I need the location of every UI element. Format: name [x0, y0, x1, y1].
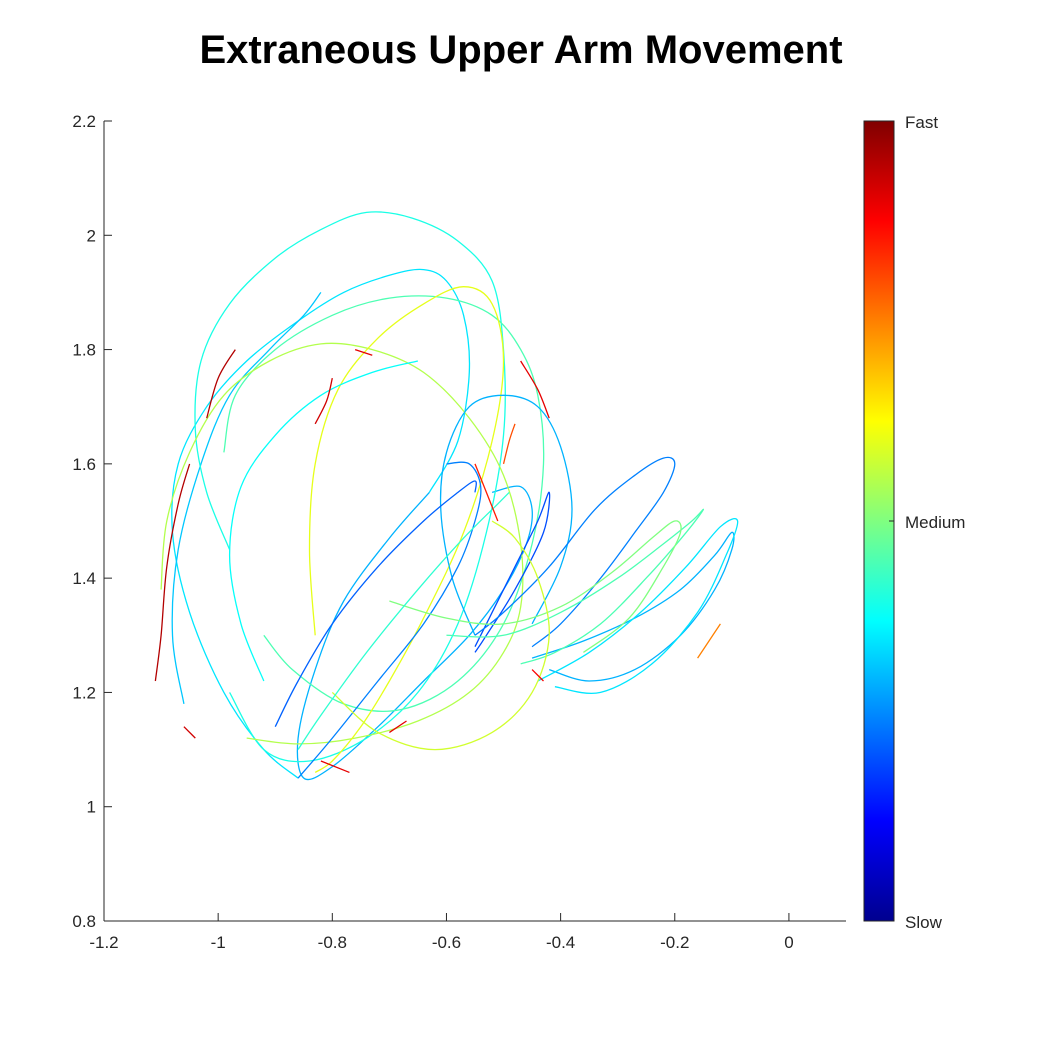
- trajectory-segment: [223, 295, 545, 712]
- trajectory-segment: [389, 720, 407, 733]
- trajectory-segment: [474, 491, 551, 653]
- y-tick-label: 1.6: [72, 455, 96, 474]
- y-axis-ticks: 0.8 1 1.2 1.4 1.6 1.8 2 2.2: [72, 112, 112, 931]
- trajectory-segment: [474, 456, 676, 648]
- trajectory-segment: [537, 518, 739, 694]
- trajectory-segment: [389, 520, 682, 653]
- y-tick-label: 1.8: [72, 341, 96, 360]
- y-tick-label: 1.2: [72, 683, 96, 702]
- colorbar-label-slow: Slow: [905, 913, 943, 932]
- trajectory-segment: [296, 485, 533, 781]
- x-tick-label: -1: [211, 933, 226, 952]
- trajectory-segment: [154, 463, 191, 682]
- trajectory-segment: [474, 463, 499, 522]
- trajectory-segment: [228, 360, 419, 682]
- y-tick-label: 1.4: [72, 569, 96, 588]
- x-axis-ticks: -1.2 -1 -0.8 -0.6 -0.4 -0.2 0: [89, 913, 794, 952]
- y-tick-label: 1: [87, 798, 96, 817]
- trajectory-segment: [354, 348, 373, 356]
- y-tick-label: 2.2: [72, 112, 96, 131]
- colorbar-label-fast: Fast: [905, 113, 938, 132]
- y-tick-label: 2: [87, 226, 96, 245]
- x-tick-label: -0.2: [660, 933, 689, 952]
- trajectory-segment: [171, 268, 471, 779]
- trajectory-segment: [297, 491, 510, 750]
- trajectory-segment: [160, 342, 524, 745]
- trajectory-segment: [194, 211, 506, 763]
- trajectory-segment: [697, 623, 721, 659]
- chart-title: Extraneous Upper Arm Movement: [199, 28, 843, 72]
- x-tick-label: 0: [784, 933, 793, 952]
- trajectory-segment: [308, 286, 505, 773]
- y-tick-label: 0.8: [72, 912, 96, 931]
- trajectory-segment: [274, 480, 477, 728]
- trajectory-segment: [297, 461, 482, 779]
- trajectory-segment: [320, 760, 350, 774]
- trajectory-segment: [314, 377, 333, 425]
- x-tick-label: -0.4: [546, 933, 575, 952]
- x-tick-label: -0.6: [432, 933, 461, 952]
- trajectory-segment: [520, 360, 550, 419]
- trajectory-segment: [531, 669, 544, 682]
- colorbar-label-medium: Medium: [905, 513, 965, 532]
- trajectory-segment: [446, 508, 705, 665]
- x-tick-label: -1.2: [89, 933, 118, 952]
- trajectory-segment: [183, 726, 196, 739]
- trajectory-segment: [171, 292, 322, 704]
- trajectory-segment: [439, 394, 573, 636]
- trajectory-segment: [502, 423, 516, 465]
- trajectory-segment: [206, 349, 236, 419]
- x-tick-label: -0.8: [318, 933, 347, 952]
- trajectory-lines: [154, 211, 739, 781]
- trajectory-segment: [331, 520, 550, 751]
